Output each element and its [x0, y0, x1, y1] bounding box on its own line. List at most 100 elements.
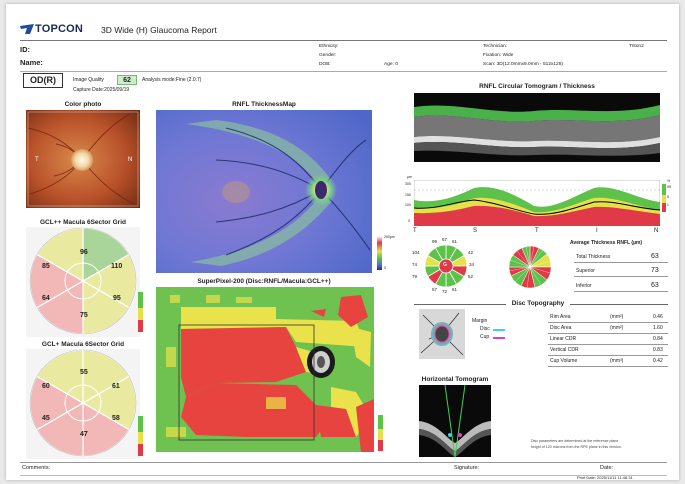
age-label: Age: 0 — [384, 62, 398, 67]
rnfl-tomo-title: RNFL Circular Tomogram / Thickness — [479, 83, 595, 90]
rnfl-clock-hour-wheel — [424, 244, 468, 288]
disc-param-label: Disc Area — [550, 325, 572, 331]
disc-param-unit: (mm³) — [610, 358, 624, 364]
horizontal-tomogram — [419, 385, 491, 457]
gcl-pp-sector-inferior-left: 64 — [42, 295, 50, 302]
fixation-label: Fixation: Wide — [483, 53, 514, 58]
disc-param-unit: (mm²) — [610, 314, 624, 320]
tsnit-pct-legend — [662, 184, 666, 212]
rnfl-tsnit-chart — [414, 180, 660, 226]
rnfl-circular-tomogram — [414, 93, 660, 162]
clock-value: 61 — [452, 239, 458, 244]
colorbar-bottom-label: 0 — [384, 266, 386, 270]
photo-nasal-label: N — [128, 157, 133, 163]
clock-value: 72 — [442, 289, 448, 294]
clock-value: 52 — [468, 274, 474, 279]
tsnit-x-label: N — [654, 228, 659, 234]
tsnit-x-label: I — [596, 228, 598, 234]
superpixel-legend-bar — [378, 415, 383, 451]
signature-label: Signature: — [454, 465, 480, 471]
tsnit-y-zero: 0 — [408, 219, 410, 223]
tsnit-pct-1: 1 — [667, 203, 669, 207]
clock-value: 79 — [412, 274, 418, 279]
tsnit-x-label: T — [413, 228, 417, 234]
rnfl-colorbar — [377, 236, 382, 270]
gcl-pp-grid: 96 85 110 64 95 75 — [26, 227, 140, 337]
color-photo-title: Color photo — [64, 101, 102, 108]
tsnit-pct-95: 95 — [667, 185, 671, 189]
print-date: Print Date: 2025/11/11 11:46:31 — [577, 475, 633, 480]
scan-label: Scan: 3D(12.0mmx9.0mm - 512x128) — [483, 62, 563, 67]
disc-param-rule — [548, 333, 668, 334]
tsnit-x-label: S — [473, 228, 478, 234]
gcl-pp-sector-inferior-right: 95 — [113, 295, 121, 302]
gcl-pp-sector-superior-left: 85 — [42, 263, 50, 270]
gcl-p-legend-bar — [138, 416, 143, 456]
name-label: Name: — [20, 58, 43, 67]
ethnicity-label: Ethnicity: — [319, 44, 339, 49]
gcl-p-sector-superior-left: 60 — [42, 383, 50, 390]
disc-legend-cup-swatch — [493, 337, 505, 339]
avg-thickness-row-value: 63 — [651, 282, 659, 289]
clock-value: 61 — [452, 287, 458, 292]
eye-badge: OD(R) — [23, 73, 63, 88]
image-quality-label: Image Quality — [73, 77, 104, 83]
gcl-pp-sector-superior-right: 110 — [111, 263, 123, 270]
tsnit-pct-label: % — [667, 179, 671, 183]
clock-value: 99 — [432, 239, 438, 244]
gender-label: Gender: — [319, 53, 337, 58]
gcl-pp-title: GCL++ Macula 6Sector Grid — [40, 219, 126, 226]
gcl-pp-legend-bar — [138, 292, 143, 332]
disc-param-rule — [548, 366, 668, 367]
disc-param-unit: (mm²) — [610, 325, 624, 331]
disc-note-line1: Disc parameters are determined at the re… — [531, 439, 619, 443]
tsnit-x-label: T — [535, 228, 539, 234]
disc-param-value: 0.83 — [653, 347, 663, 353]
footer-bottom-rule — [20, 475, 667, 476]
disc-param-rule — [548, 322, 668, 323]
disc-param-value: 1.60 — [653, 325, 663, 331]
disc-param-value: 0.42 — [653, 358, 663, 364]
analysis-mode: Analysis mode:Fine (2.0.7) — [142, 77, 202, 83]
tsnit-pct-5: 5 — [667, 195, 669, 199]
comments-label: Comments: — [22, 465, 51, 471]
disc-param-label: Vertical CDR — [550, 347, 579, 353]
avg-thickness-row-value: 63 — [651, 253, 659, 260]
date-label: Date: — [600, 465, 614, 471]
disc-param-rule — [548, 355, 668, 356]
tsnit-y-top: 300 — [405, 182, 411, 186]
photo-temporal-label: T — [35, 157, 39, 163]
avg-thickness-row-rule — [574, 262, 668, 263]
disc-legend-disc-swatch — [493, 329, 505, 331]
disc-note-line2: height of 120 microns from the RPE plane… — [531, 445, 622, 449]
color-fundus-photo — [26, 110, 140, 208]
avg-thickness-row-rule — [574, 276, 668, 277]
rnfl-sector-pie — [509, 246, 551, 288]
dob-label: DOB: — [319, 62, 331, 67]
header-rule — [20, 40, 667, 41]
disc-param-rule — [548, 344, 668, 345]
clock-value: 34 — [469, 262, 475, 267]
disc-topo-rule-left — [414, 304, 506, 305]
gcl-pp-sectors — [29, 227, 137, 335]
disc-param-label: Linear CDR — [550, 336, 577, 342]
disc-topography-image — [419, 309, 465, 359]
gcl-p-sector-inferior: 47 — [80, 431, 88, 438]
clock-value: 67 — [442, 237, 448, 242]
footer-rule — [20, 462, 667, 463]
clock-center: G — [443, 262, 447, 268]
capture-date: Capture Date:2025/09/19 — [73, 87, 130, 93]
clock-value: 57 — [432, 287, 438, 292]
superpixel-map — [156, 287, 374, 452]
clock-value: 42 — [468, 250, 474, 255]
disc-legend-disc-label: Disc — [480, 326, 490, 332]
gcl-p-sector-inferior-left: 45 — [42, 415, 50, 422]
disc-param-label: Rim Area — [550, 314, 571, 320]
report-title: 3D Wide (H) Glaucoma Report — [101, 25, 217, 35]
colorbar-top-label: 250µm — [384, 235, 395, 239]
gcl-p-sector-inferior-right: 58 — [112, 415, 120, 422]
gcl-p-sector-superior-right: 61 — [112, 383, 120, 390]
logo-text: TOPCON — [35, 23, 84, 35]
clock-value: 74 — [412, 262, 418, 267]
tsnit-y-mid: 150 — [405, 193, 411, 197]
